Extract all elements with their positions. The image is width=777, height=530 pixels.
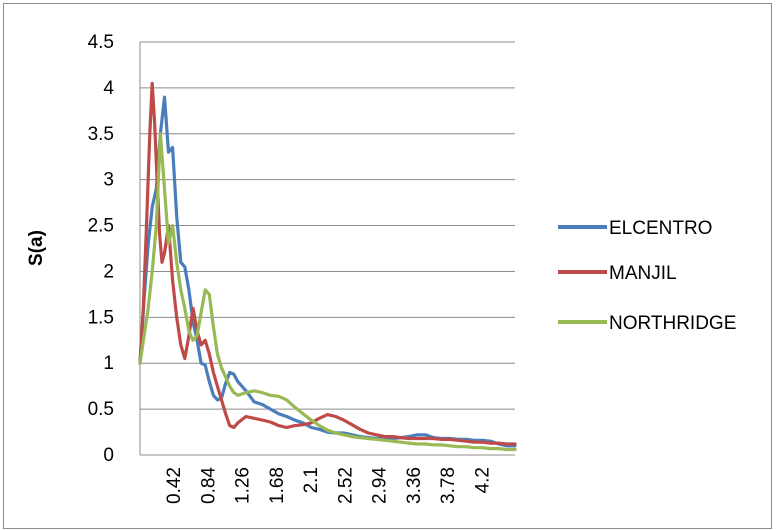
y-tick-label: 0 xyxy=(103,445,114,466)
x-tick-label: 0.84 xyxy=(198,467,219,504)
legend-label: MANJIL xyxy=(609,263,677,284)
y-axis-ticks: 0 0.5 1 1.5 2 2.5 3 3.5 4 4.5 xyxy=(88,32,115,466)
y-tick-label: 4 xyxy=(103,78,114,99)
y-axis-label: S(a) xyxy=(26,230,47,266)
x-axis-ticks: 0.42 0.84 1.26 1.68 2.1 2.52 2.94 3.36 3.78 4.2 xyxy=(164,467,493,504)
y-tick-label: 3 xyxy=(103,170,114,191)
series-line-manjil xyxy=(138,81,517,446)
y-tick-label: 1 xyxy=(103,353,114,374)
y-tick-label: 1.5 xyxy=(88,307,114,328)
y-tick-label: 2.5 xyxy=(88,216,114,237)
legend: ELCENTRO MANJIL NORTHRIDGE xyxy=(558,218,736,334)
x-tick-label: 3.36 xyxy=(404,467,425,504)
x-tick-label: 1.68 xyxy=(267,467,288,504)
x-tick-label: 1.26 xyxy=(233,467,254,504)
y-tick-label: 3.5 xyxy=(88,124,114,145)
y-tick-label: 2 xyxy=(103,261,114,282)
legend-label: NORTHRIDGE xyxy=(609,313,736,334)
x-tick-label: 4.2 xyxy=(472,467,493,493)
series-line-northridge xyxy=(138,132,517,452)
legend-label: ELCENTRO xyxy=(609,218,712,239)
series-lines xyxy=(138,81,517,452)
gridlines xyxy=(140,41,515,456)
x-tick-label: 0.42 xyxy=(164,467,185,504)
x-tick-label: 2.52 xyxy=(335,467,356,504)
y-tick-label: 4.5 xyxy=(88,32,114,53)
x-tick-label: 2.1 xyxy=(301,467,322,493)
x-tick-label: 3.78 xyxy=(438,467,459,504)
x-tick-label: 2.94 xyxy=(370,467,391,504)
y-tick-label: 0.5 xyxy=(88,399,114,420)
